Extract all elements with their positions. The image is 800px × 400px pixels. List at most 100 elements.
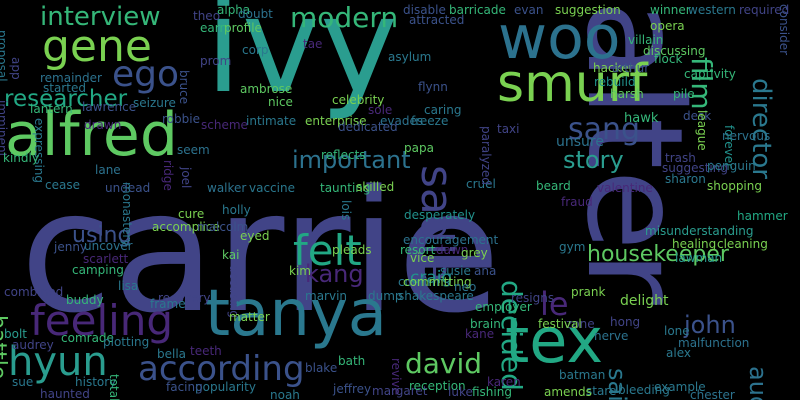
- word-uncover: uncover: [84, 239, 133, 253]
- word-app: app: [9, 57, 23, 80]
- word-misunderstanding: misunderstanding: [645, 224, 754, 238]
- word-rebuild: rebuild: [594, 75, 636, 89]
- word-delight: delight: [620, 293, 669, 309]
- word-villain: villain: [628, 33, 664, 47]
- word-drawn: drawn: [84, 118, 122, 132]
- word-consider: consider: [777, 4, 791, 56]
- word-alpha: alpha: [217, 3, 251, 17]
- word-david: david: [405, 347, 483, 380]
- word-hawk: hawk: [624, 111, 659, 126]
- word-valentine: valentine: [597, 181, 653, 195]
- word-vice: vice: [410, 251, 435, 265]
- word-pleads: pleads: [332, 243, 372, 257]
- word-reflects: reflects: [321, 148, 366, 162]
- word-dump: dump: [368, 289, 403, 303]
- word-reception: reception: [409, 379, 466, 393]
- word-undead: undead: [105, 181, 151, 195]
- word-zone: zone: [566, 317, 595, 331]
- word-holly: holly: [222, 203, 251, 217]
- word-alfred: alfred: [5, 100, 178, 170]
- word-important: important: [292, 146, 411, 174]
- word-proposal: proposal: [0, 30, 9, 82]
- word-caring: caring: [424, 103, 462, 117]
- word-intimate: intimate: [246, 114, 297, 128]
- word-battle: battle: [0, 315, 10, 380]
- word-kang: kang: [305, 260, 364, 288]
- word-fraud: fraud: [561, 195, 593, 209]
- word-example: example: [654, 380, 706, 394]
- word-healing: healing: [672, 237, 717, 251]
- word-joel: joel: [179, 167, 193, 189]
- word-confirms: confirms: [398, 275, 450, 289]
- word-desk: desk: [683, 109, 712, 123]
- word-kim: kim: [289, 264, 311, 278]
- word-ana: ana: [474, 264, 497, 278]
- word-paralyzed: paralyzed: [479, 126, 493, 185]
- word-required: required: [739, 3, 790, 17]
- word-margaret: margaret: [372, 384, 428, 398]
- word-felt: felt: [293, 226, 362, 275]
- word-housekeeper: housekeeper: [587, 242, 729, 267]
- word-suggesting: suggesting: [662, 161, 728, 175]
- word-freeze: freeze: [411, 114, 449, 128]
- word-gene: gene: [42, 21, 152, 72]
- word-cease: cease: [45, 178, 80, 192]
- word-trash: trash: [665, 151, 696, 165]
- word-ambrose: ambrose: [240, 82, 293, 96]
- word-lisa: lisa: [118, 279, 139, 293]
- word-western: western: [688, 3, 736, 17]
- word-jeffrey: jeffrey: [333, 382, 372, 396]
- word-walker: walker: [207, 181, 247, 195]
- word-employer: employer: [475, 300, 532, 314]
- word-craig: craig: [410, 268, 453, 288]
- word-combined: combined: [4, 285, 64, 299]
- word-sue: sue: [12, 375, 34, 389]
- word-cure: cure: [178, 207, 205, 221]
- word-flynn: flynn: [418, 80, 448, 94]
- word-susie: susie: [440, 264, 471, 278]
- word-cleaning: cleaning: [717, 237, 768, 251]
- word-john: john: [684, 311, 736, 339]
- word-haunted: haunted: [40, 387, 90, 400]
- word-shakespeare: shakespeare: [398, 289, 474, 303]
- word-woo: woo: [498, 3, 621, 73]
- word-teeth: teeth: [190, 344, 222, 358]
- word-nervous: nervous: [722, 129, 771, 143]
- word-nice: nice: [268, 95, 293, 109]
- word-camping: camping: [72, 263, 124, 277]
- word-profile: profile: [224, 21, 262, 35]
- word-plotting: plotting: [103, 335, 150, 349]
- word-popularity: popularity: [195, 380, 256, 394]
- word-vaccine: vaccine: [249, 181, 295, 195]
- word-chester: chester: [690, 388, 735, 400]
- word-smurf: smurf: [497, 54, 648, 114]
- word-doubt: doubt: [238, 7, 273, 21]
- word-unsure: unsure: [556, 134, 604, 150]
- word-kindly: kindly: [3, 151, 39, 165]
- word-papa: papa: [404, 141, 434, 155]
- word-resort: resort: [400, 243, 436, 257]
- word-lois: lois: [339, 200, 353, 221]
- word-gym: gym: [559, 240, 586, 254]
- word-enterprise: enterprise: [305, 114, 367, 128]
- word-remainder: remainder: [40, 71, 102, 85]
- word-alex: alex: [666, 346, 691, 360]
- word-interview: interview: [40, 2, 161, 32]
- word-ivy: ivy: [205, 0, 398, 123]
- word-carrie: carrie: [20, 154, 501, 350]
- word-tanya: tanya: [205, 277, 387, 351]
- word-imminent: imminent: [0, 100, 9, 158]
- word-noah: noah: [270, 388, 300, 400]
- word-bleeding: bleeding: [618, 383, 670, 397]
- word-sharon: sharon: [665, 172, 706, 186]
- word-captivity: captivity: [684, 67, 736, 81]
- word-evades: evades: [380, 114, 424, 128]
- word-flock: flock: [654, 52, 683, 66]
- word-story: story: [563, 146, 624, 174]
- word-desperately: desperately: [404, 208, 476, 222]
- word-using: using: [72, 223, 132, 248]
- word-lantern: lantern: [30, 102, 73, 116]
- word-pile: pile: [673, 87, 695, 101]
- word-hong: hong: [610, 315, 641, 329]
- word-eyed: eyed: [240, 229, 270, 243]
